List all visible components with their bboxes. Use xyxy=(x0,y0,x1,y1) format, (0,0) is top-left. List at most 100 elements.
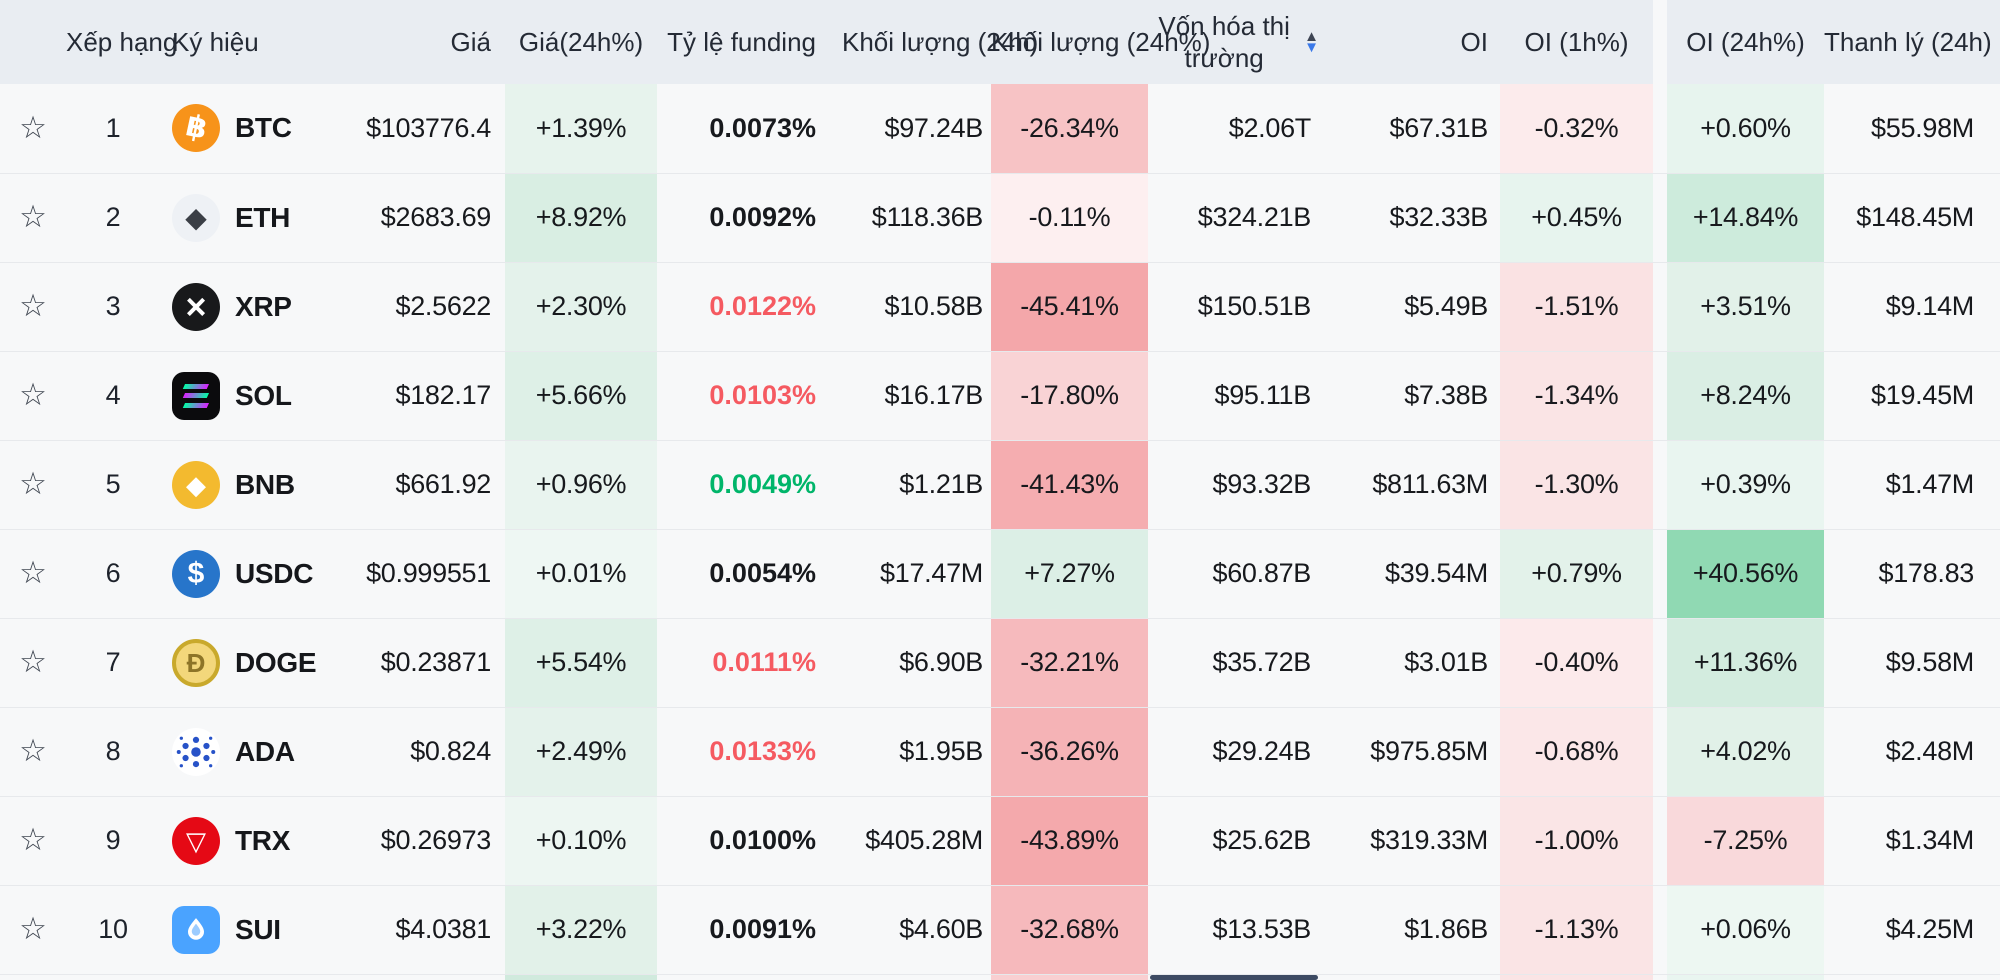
favorite-star-icon[interactable]: ☆ xyxy=(19,733,47,768)
market-cap-cell: $2.06T xyxy=(1148,84,1327,174)
symbol-cell[interactable]: $ USDC xyxy=(160,529,330,619)
header-market-cap[interactable]: Vốn hóa thị trường ▲ ▼ xyxy=(1148,0,1327,84)
header-row: Xếp hạng Ký hiệu Giá Giá(24h%) Tỷ lệ fun… xyxy=(0,0,2000,84)
symbol-label: BNB xyxy=(235,468,295,500)
symbol-label: BTC xyxy=(235,112,292,144)
volume-change-cell: -32.68% xyxy=(991,885,1148,975)
header-volume-change[interactable]: Khối lượng (24h%) xyxy=(991,0,1210,84)
header-symbol[interactable]: Ký hiệu xyxy=(160,0,330,84)
open-interest-cell: $975.85M xyxy=(1327,707,1500,797)
symbol-cell[interactable]: Ð DOGE xyxy=(160,618,330,708)
market-cap-cell: $95.11B xyxy=(1148,351,1327,441)
table-row-trx: ☆ 9 ▽ TRX $0.26973 +0.10% 0.0100% $405.28M -43.8… xyxy=(0,796,2000,886)
favorite-star-icon[interactable]: ☆ xyxy=(19,644,47,679)
btc-icon: ฿ xyxy=(172,104,220,153)
table-row-usdc: ☆ 6 $ USDC $0.999551 +0.01% 0.0054% $17.47M +7.2… xyxy=(0,529,2000,619)
favorite-cell: ☆ xyxy=(0,173,66,263)
header-price[interactable]: Giá xyxy=(330,0,505,84)
symbol-label: USDC xyxy=(235,557,314,589)
liquidation-cell: $2.48M xyxy=(1824,707,2000,797)
table-row-bnb: ☆ 5 ◆ BNB $661.92 +0.96% 0.0049% $1.21B -41.43% $… xyxy=(0,440,2000,530)
rank-cell: 7 xyxy=(66,618,160,708)
symbol-cell[interactable]: × XRP xyxy=(160,262,330,352)
open-interest-cell: $1.86B xyxy=(1327,885,1500,975)
oi-24h-change-cell: +8.24% xyxy=(1653,351,1824,441)
doge-icon: Ð xyxy=(172,638,220,687)
favorite-star-icon[interactable]: ☆ xyxy=(19,288,47,323)
oi-1h-change-cell: -1.51% xyxy=(1500,262,1653,352)
rank-cell: 9 xyxy=(66,796,160,886)
favorite-star-icon[interactable]: ☆ xyxy=(19,109,47,145)
market-cap-cell: $93.32B xyxy=(1148,440,1327,530)
symbol-cell[interactable]: SOL xyxy=(160,351,330,441)
favorite-star-icon[interactable]: ☆ xyxy=(19,911,47,946)
funding-rate-cell: 0.0122% xyxy=(657,262,842,352)
oi-24h-change-cell: +0.60% xyxy=(1653,84,1824,174)
table-row-doge: ☆ 7 Ð DOGE $0.23871 +5.54% 0.0111% $6.90B -32.21… xyxy=(0,618,2000,708)
partial-cell xyxy=(1653,974,1824,980)
market-cap-cell: $13.53B xyxy=(1148,885,1327,975)
symbol-cell[interactable]: ADA xyxy=(160,707,330,797)
favorite-star-icon[interactable]: ☆ xyxy=(19,822,47,857)
rank-cell: 2 xyxy=(66,173,160,263)
volume-cell: $16.17B xyxy=(842,351,991,441)
oi-24h-change-cell: +3.51% xyxy=(1653,262,1824,352)
symbol-cell[interactable]: ◆ ETH xyxy=(160,173,330,263)
table-row-xrp: ☆ 3 × XRP $2.5622 +2.30% 0.0122% $10.58B -45.41%… xyxy=(0,262,2000,352)
volume-cell: $118.36B xyxy=(842,173,991,263)
bnb-icon: ◆ xyxy=(172,460,220,509)
header-liquidation[interactable]: Thanh lý (24h) xyxy=(1824,0,2000,84)
market-cap-cell: $60.87B xyxy=(1148,529,1327,619)
horizontal-scrollbar-thumb[interactable] xyxy=(1150,975,1318,980)
favorite-star-icon[interactable]: ☆ xyxy=(19,555,47,590)
funding-rate-cell: 0.0103% xyxy=(657,351,842,441)
xrp-icon: × xyxy=(172,282,220,331)
header-volume[interactable]: Khối lượng (24h) xyxy=(842,0,1038,84)
favorite-star-icon[interactable]: ☆ xyxy=(19,199,47,234)
header-funding-rate[interactable]: Tỷ lệ funding xyxy=(657,0,842,84)
liquidation-cell: $55.98M xyxy=(1824,84,2000,174)
oi-1h-change-cell: -1.13% xyxy=(1500,885,1653,975)
open-interest-cell: $3.01B xyxy=(1327,618,1500,708)
price-change-cell: +0.96% xyxy=(505,440,657,530)
sort-asc-icon[interactable]: ▲ xyxy=(1304,28,1319,45)
oi-1h-change-cell: +0.79% xyxy=(1500,529,1653,619)
funding-rate-cell: 0.0054% xyxy=(657,529,842,619)
favorite-cell: ☆ xyxy=(0,618,66,708)
funding-rate-cell: 0.0049% xyxy=(657,440,842,530)
price-cell: $2.5622 xyxy=(330,262,505,352)
volume-change-cell: -36.26% xyxy=(991,707,1148,797)
oi-1h-change-cell: -0.40% xyxy=(1500,618,1653,708)
symbol-cell[interactable]: ฿ BTC xyxy=(160,84,330,174)
price-change-cell: +1.39% xyxy=(505,84,657,174)
volume-change-cell: -26.34% xyxy=(991,84,1148,174)
header-oi-24h-change[interactable]: OI (24h%) xyxy=(1653,0,1824,84)
symbol-cell[interactable]: SUI xyxy=(160,885,330,975)
sort-arrows-icon[interactable]: ▲ ▼ xyxy=(1304,28,1319,56)
oi-24h-change-cell: +14.84% xyxy=(1653,173,1824,263)
volume-cell: $6.90B xyxy=(842,618,991,708)
header-oi-1h-change[interactable]: OI (1h%) xyxy=(1500,0,1653,84)
rank-cell: 4 xyxy=(66,351,160,441)
header-rank[interactable]: Xếp hạng xyxy=(66,0,177,84)
volume-cell: $17.47M xyxy=(842,529,991,619)
favorite-star-icon[interactable]: ☆ xyxy=(19,377,47,412)
sort-desc-icon[interactable]: ▼ xyxy=(1304,39,1319,56)
favorite-star-icon[interactable]: ☆ xyxy=(19,466,47,501)
funding-rate-cell: 0.0092% xyxy=(657,173,842,263)
price-change-cell: +8.92% xyxy=(505,173,657,263)
symbol-label: ETH xyxy=(235,201,291,233)
symbol-cell[interactable]: ▽ TRX xyxy=(160,796,330,886)
partial-cell xyxy=(1824,974,2000,980)
volume-change-cell: +7.27% xyxy=(991,529,1148,619)
rank-cell: 1 xyxy=(66,84,160,174)
header-price-change[interactable]: Giá(24h%) xyxy=(505,0,657,84)
price-cell: $0.26973 xyxy=(330,796,505,886)
symbol-cell[interactable]: ◆ BNB xyxy=(160,440,330,530)
funding-rate-cell: 0.0091% xyxy=(657,885,842,975)
oi-24h-change-cell: +0.39% xyxy=(1653,440,1824,530)
header-open-interest[interactable]: OI xyxy=(1327,0,1500,84)
partial-cell xyxy=(1500,974,1653,980)
partial-cell xyxy=(330,974,505,980)
